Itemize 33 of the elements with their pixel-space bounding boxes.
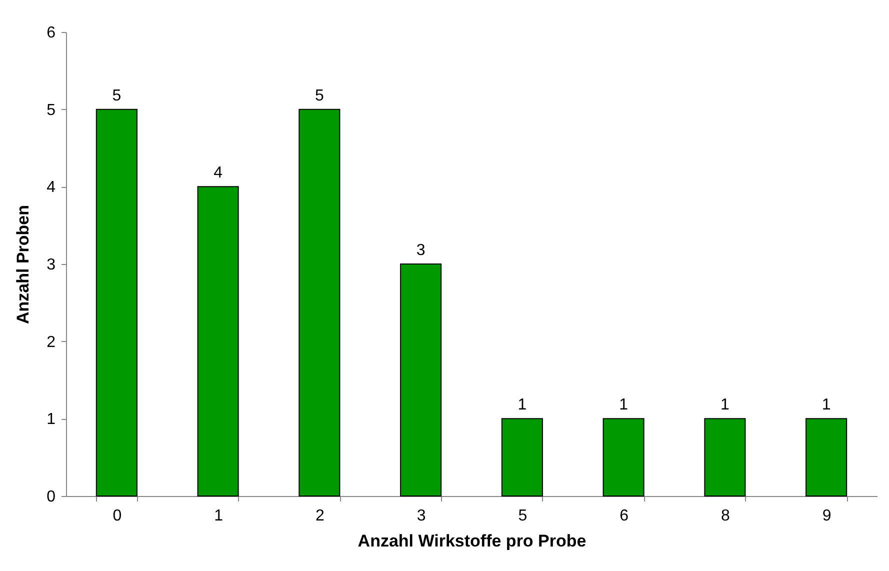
- bar: [704, 418, 746, 496]
- bar: [96, 108, 138, 496]
- bar: [400, 264, 442, 496]
- y-tick-label: 6: [46, 24, 56, 42]
- y-tick-label: 3: [46, 256, 56, 274]
- data-label: 1: [822, 396, 831, 414]
- data-label: 3: [416, 242, 426, 259]
- x-tick-label: 2: [315, 508, 324, 524]
- bar: [298, 108, 340, 496]
- y-tick-label: 5: [46, 102, 56, 119]
- x-tick-label: 9: [822, 508, 832, 524]
- x-tick-label: 3: [416, 508, 426, 524]
- bar: [602, 418, 644, 496]
- x-tick-label: 8: [720, 508, 730, 524]
- y-tick-label: 2: [46, 334, 56, 351]
- data-label: 1: [619, 396, 628, 414]
- data-label: 5: [314, 87, 324, 104]
- x-tick-label: 1: [214, 508, 224, 524]
- x-tick-label: 6: [620, 508, 629, 524]
- y-tick-label: 4: [46, 179, 56, 196]
- data-label: 5: [112, 87, 122, 104]
- data-label: 1: [720, 396, 730, 414]
- x-tick-label: 5: [518, 508, 528, 524]
- bar: [501, 418, 543, 496]
- data-label: 1: [518, 396, 527, 414]
- y-tick-label: 1: [46, 411, 56, 428]
- bar: [197, 186, 239, 496]
- y-tick-label: 0: [46, 488, 56, 506]
- data-label: 4: [214, 164, 223, 182]
- x-tick-label: 0: [112, 508, 122, 524]
- x-axis-title: Anzahl Wirkstoffe pro Probe: [358, 532, 586, 550]
- bar: [806, 418, 848, 496]
- y-axis-title: Anzahl Proben: [14, 204, 33, 324]
